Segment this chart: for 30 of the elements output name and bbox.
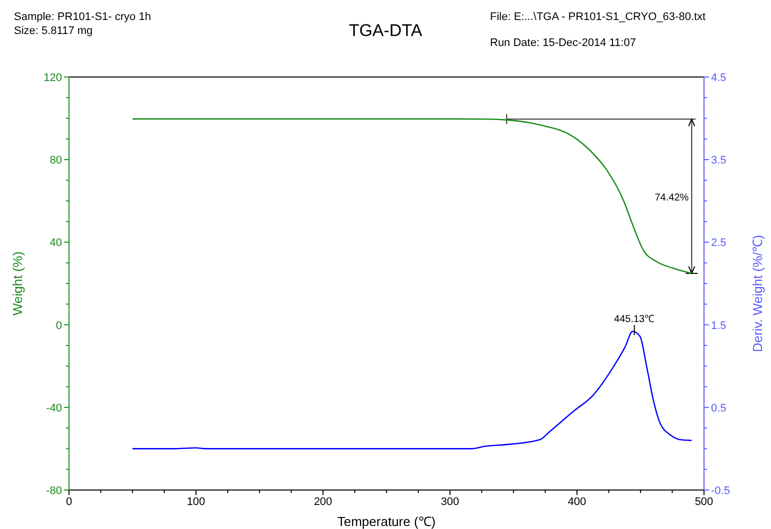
y2-tick-label: 1.5 — [711, 320, 726, 332]
y2-tick-label: 3.5 — [711, 154, 726, 167]
y-tick-label: -80 — [46, 485, 62, 497]
text: Run Date: 15-Dec-2014 11:07 — [490, 37, 636, 49]
annotation: 74.42% — [654, 192, 689, 204]
x-tick-label: 500 — [694, 496, 714, 508]
y-tick-label: 120 — [44, 72, 62, 84]
y-tick-label: 80 — [50, 154, 62, 167]
y2-axis-title: Deriv. Weight (%/℃) — [750, 234, 765, 352]
annotation: 445.13℃ — [614, 314, 655, 325]
y2-tick-label: -0.5 — [711, 485, 730, 497]
y2-tick-label: 2.5 — [711, 237, 726, 250]
text: File: E:...\TGA - PR101-S1_CRYO_63-80.txt — [490, 11, 706, 23]
text: Size: 5.8117 mg — [14, 25, 93, 37]
line-series — [132, 330, 692, 450]
line-series — [132, 118, 692, 274]
y-axis-title: Weight (%) — [10, 251, 25, 316]
y-tick-label: 40 — [50, 237, 62, 250]
x-tick-label: 100 — [186, 496, 206, 508]
y-tick-label: 0 — [56, 320, 62, 332]
x-tick-label: 200 — [314, 496, 332, 508]
y2-tick-label: 0.5 — [711, 402, 726, 414]
x-tick-label: 0 — [66, 496, 72, 508]
y-tick-label: -40 — [46, 402, 62, 414]
text: Sample: PR101-S1- cryo 1h — [14, 11, 151, 23]
y2-tick-label: 4.5 — [711, 72, 726, 84]
x-tick-label: 400 — [568, 496, 586, 508]
x-tick-label: 300 — [440, 496, 460, 508]
chart-title: TGA-DTA — [348, 21, 423, 40]
x-axis-title: Temperature (℃) — [337, 514, 436, 529]
